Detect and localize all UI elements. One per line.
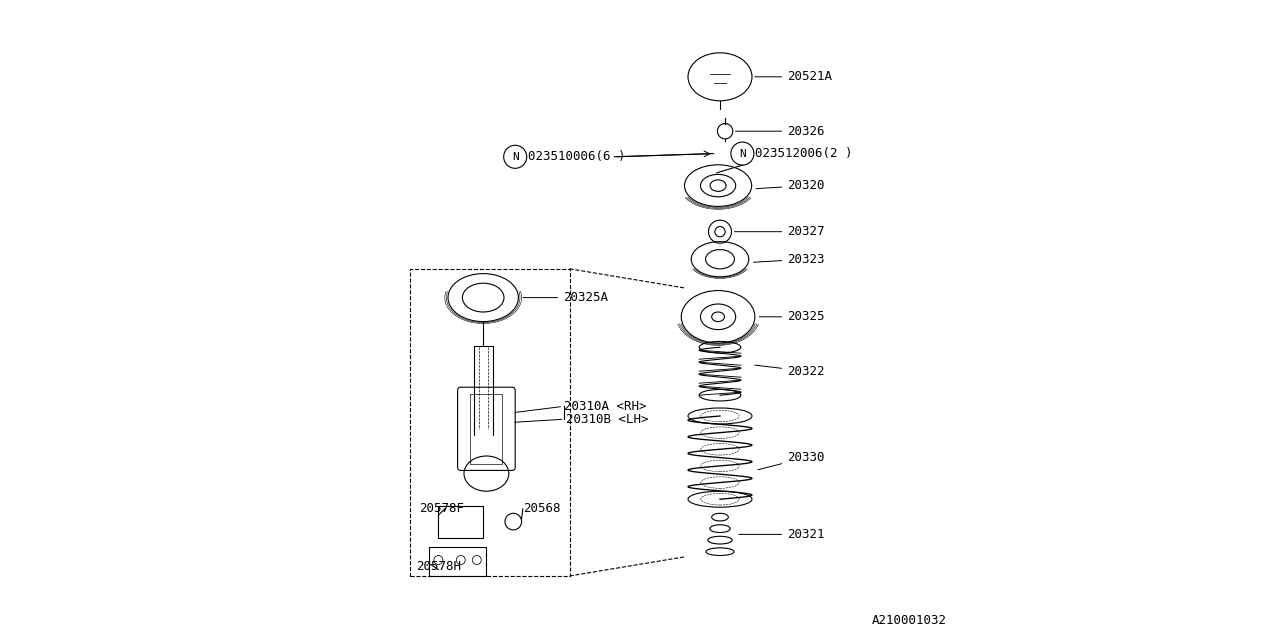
Text: 20322: 20322 [755,365,824,378]
Text: 20325: 20325 [759,310,824,323]
Text: 20326: 20326 [736,125,824,138]
Text: 20578F: 20578F [420,502,465,515]
Text: 20578H: 20578H [416,560,461,573]
Text: A210001032: A210001032 [872,614,947,627]
Text: 20320: 20320 [756,179,824,192]
Text: 20521A: 20521A [755,70,832,83]
Text: 023510006(6 ): 023510006(6 ) [529,150,626,163]
Text: 20325A: 20325A [524,291,608,304]
Text: N: N [739,148,746,159]
Text: 20568: 20568 [524,502,561,515]
Text: 20310A <RH>: 20310A <RH> [564,400,646,413]
Text: N: N [512,152,518,162]
Text: 20310B <LH>: 20310B <LH> [566,413,648,426]
Text: 20327: 20327 [735,225,824,238]
Text: 20321: 20321 [739,528,824,541]
Text: 20330: 20330 [758,451,824,470]
Text: 023512006(2 ): 023512006(2 ) [755,147,852,160]
Text: 20323: 20323 [754,253,824,266]
